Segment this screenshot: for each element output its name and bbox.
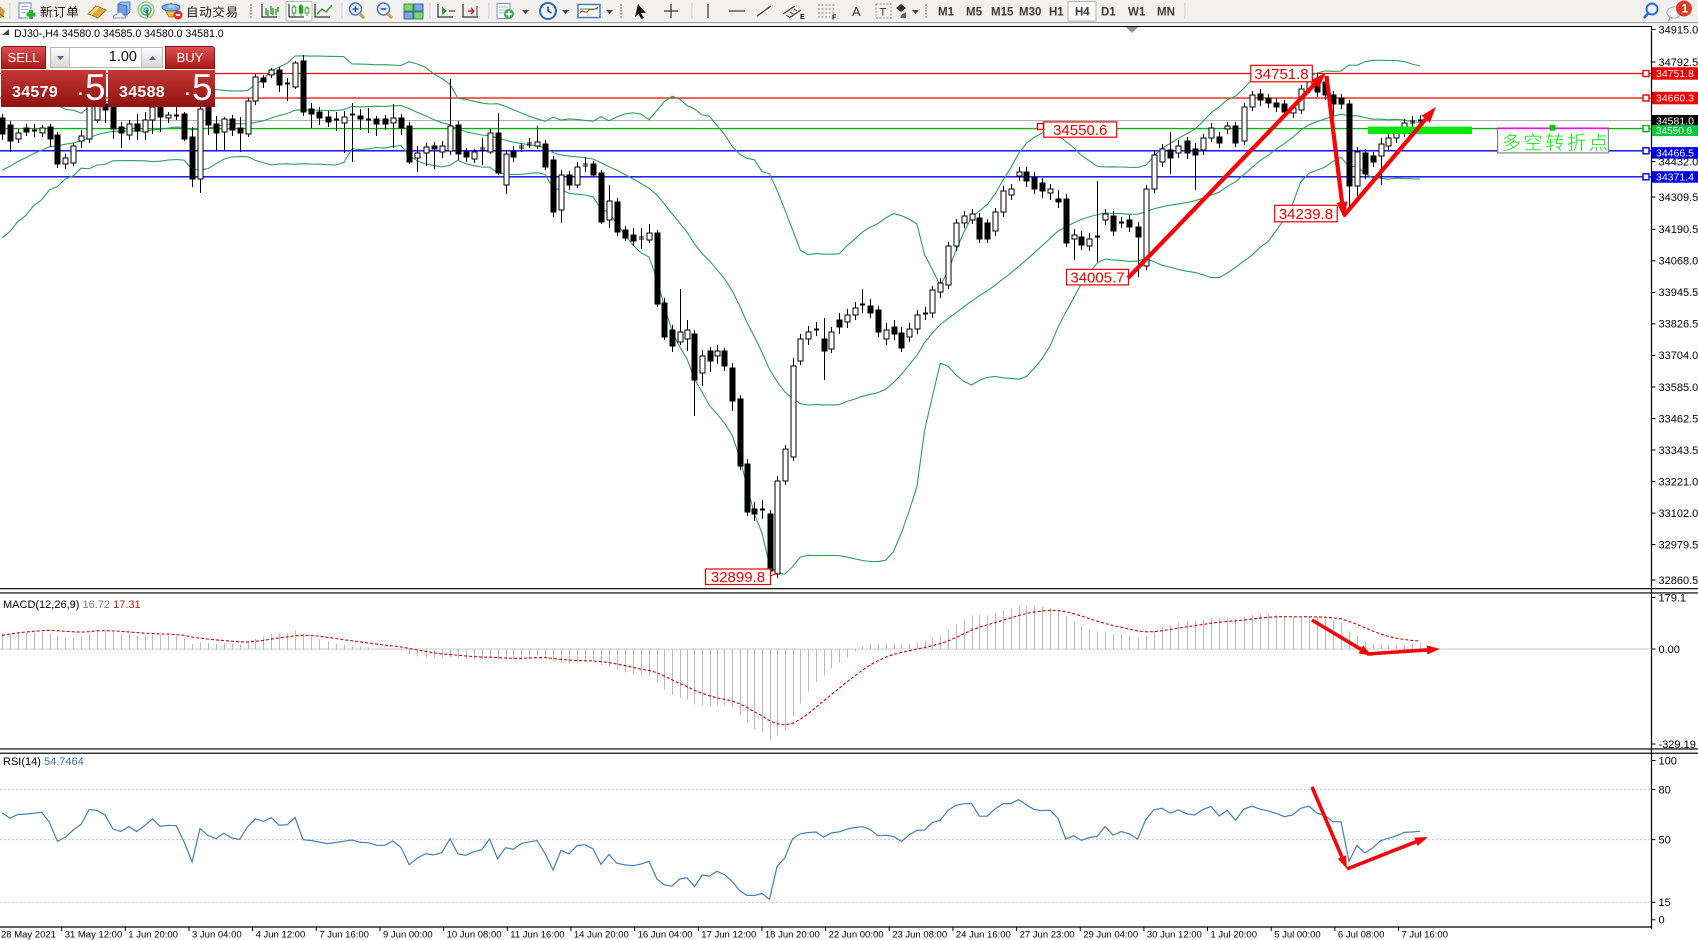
svg-text:A: A: [852, 4, 861, 19]
svg-text:F: F: [832, 15, 837, 22]
svg-text:33704.0: 33704.0: [1659, 350, 1698, 362]
svg-text:5 Jul 00:00: 5 Jul 00:00: [1274, 930, 1320, 940]
svg-text:30 Jun 12:00: 30 Jun 12:00: [1147, 930, 1202, 940]
svg-text:27 Jun 23:00: 27 Jun 23:00: [1020, 930, 1075, 940]
svg-text:E: E: [800, 14, 805, 21]
svg-text:D1: D1: [1101, 7, 1116, 19]
svg-text:32899.8: 32899.8: [711, 569, 765, 586]
svg-text:33221.0: 33221.0: [1659, 476, 1698, 488]
svg-text:33343.5: 33343.5: [1659, 445, 1698, 457]
svg-text:M5: M5: [966, 7, 983, 19]
svg-text:34581.0: 34581.0: [1656, 115, 1694, 127]
svg-text:14 Jun 20:00: 14 Jun 20:00: [574, 930, 629, 940]
svg-text:29 Jun 04:00: 29 Jun 04:00: [1083, 930, 1138, 940]
svg-text:34190.5: 34190.5: [1659, 224, 1698, 236]
svg-text:34005.7: 34005.7: [1070, 270, 1124, 287]
svg-text:34660.3: 34660.3: [1656, 93, 1694, 105]
svg-text:10 Jun 08:00: 10 Jun 08:00: [447, 930, 502, 940]
svg-text:6 Jul 08:00: 6 Jul 08:00: [1338, 930, 1384, 940]
svg-text:22 Jun 00:00: 22 Jun 00:00: [829, 930, 884, 940]
svg-text:179.1: 179.1: [1659, 592, 1687, 604]
svg-text:34309.5: 34309.5: [1659, 192, 1698, 204]
svg-text:H1: H1: [1049, 7, 1064, 19]
svg-text:34466.5: 34466.5: [1656, 147, 1694, 159]
svg-text:7 Jun 16:00: 7 Jun 16:00: [319, 930, 369, 940]
svg-text:16 Jun 04:00: 16 Jun 04:00: [638, 930, 693, 940]
svg-text:23 Jun 08:00: 23 Jun 08:00: [892, 930, 947, 940]
svg-text:1 Jul 20:00: 1 Jul 20:00: [1211, 930, 1257, 940]
svg-text:3 Jun 04:00: 3 Jun 04:00: [192, 930, 242, 940]
svg-text:34915.0: 34915.0: [1659, 24, 1698, 36]
svg-text:33585.0: 33585.0: [1659, 382, 1698, 394]
svg-text:7 Jul 16:00: 7 Jul 16:00: [1402, 930, 1448, 940]
svg-text:33462.5: 33462.5: [1659, 413, 1698, 425]
svg-text:0: 0: [1659, 915, 1665, 927]
svg-text:34371.4: 34371.4: [1656, 172, 1694, 184]
svg-text:11 Jun 16:00: 11 Jun 16:00: [510, 930, 564, 940]
svg-text:H4: H4: [1075, 7, 1090, 19]
svg-text:MN: MN: [1157, 7, 1175, 19]
svg-text:RSI(14) 54.7464: RSI(14) 54.7464: [3, 756, 84, 768]
svg-text:DJ30-,H4 34580.0 34585.0 3458: DJ30-,H4 34580.0 34585.0 34580.0 34581.0: [14, 28, 224, 40]
svg-text:9 Jun 00:00: 9 Jun 00:00: [383, 930, 433, 940]
svg-text:34239.8: 34239.8: [1279, 206, 1333, 223]
svg-text:50: 50: [1659, 834, 1671, 846]
svg-text:17 Jun 12:00: 17 Jun 12:00: [701, 930, 756, 940]
svg-text:28 May 2021: 28 May 2021: [1, 930, 56, 940]
svg-text:100: 100: [1659, 755, 1677, 767]
svg-text:-329.19: -329.19: [1659, 739, 1696, 751]
svg-text:33945.5: 33945.5: [1659, 287, 1698, 299]
svg-text:80: 80: [1659, 784, 1671, 796]
svg-text:1: 1: [1682, 2, 1689, 16]
svg-text:18 Jun 20:00: 18 Jun 20:00: [765, 930, 820, 940]
svg-text:34068.0: 34068.0: [1659, 256, 1698, 268]
svg-text:15: 15: [1659, 897, 1671, 909]
svg-text:34751.8: 34751.8: [1254, 66, 1308, 83]
svg-text:4 Jun 12:00: 4 Jun 12:00: [256, 930, 306, 940]
svg-text:24 Jun 16:00: 24 Jun 16:00: [956, 930, 1011, 940]
svg-text:32979.5: 32979.5: [1659, 539, 1698, 551]
svg-text:34550.6: 34550.6: [1656, 126, 1693, 137]
svg-text:T: T: [880, 7, 887, 19]
svg-text:33826.5: 33826.5: [1659, 319, 1698, 331]
svg-text:34550.6: 34550.6: [1053, 122, 1107, 139]
svg-text:W1: W1: [1128, 7, 1146, 19]
svg-text:1 Jun 20:00: 1 Jun 20:00: [128, 930, 178, 940]
svg-text:M15: M15: [991, 7, 1014, 19]
svg-text:34751.8: 34751.8: [1656, 68, 1694, 80]
svg-text:33102.0: 33102.0: [1659, 508, 1698, 520]
svg-text:34792.5: 34792.5: [1659, 57, 1698, 69]
svg-text:MACD(12,26,9) 16.72 17.31: MACD(12,26,9) 16.72 17.31: [3, 599, 141, 611]
svg-text:M1: M1: [938, 7, 955, 19]
svg-text:0.00: 0.00: [1659, 644, 1680, 656]
svg-text:M30: M30: [1019, 7, 1041, 19]
svg-text:32860.5: 32860.5: [1659, 575, 1698, 587]
svg-text:31 May 12:00: 31 May 12:00: [65, 930, 123, 940]
svg-text:34432.0: 34432.0: [1659, 156, 1698, 168]
